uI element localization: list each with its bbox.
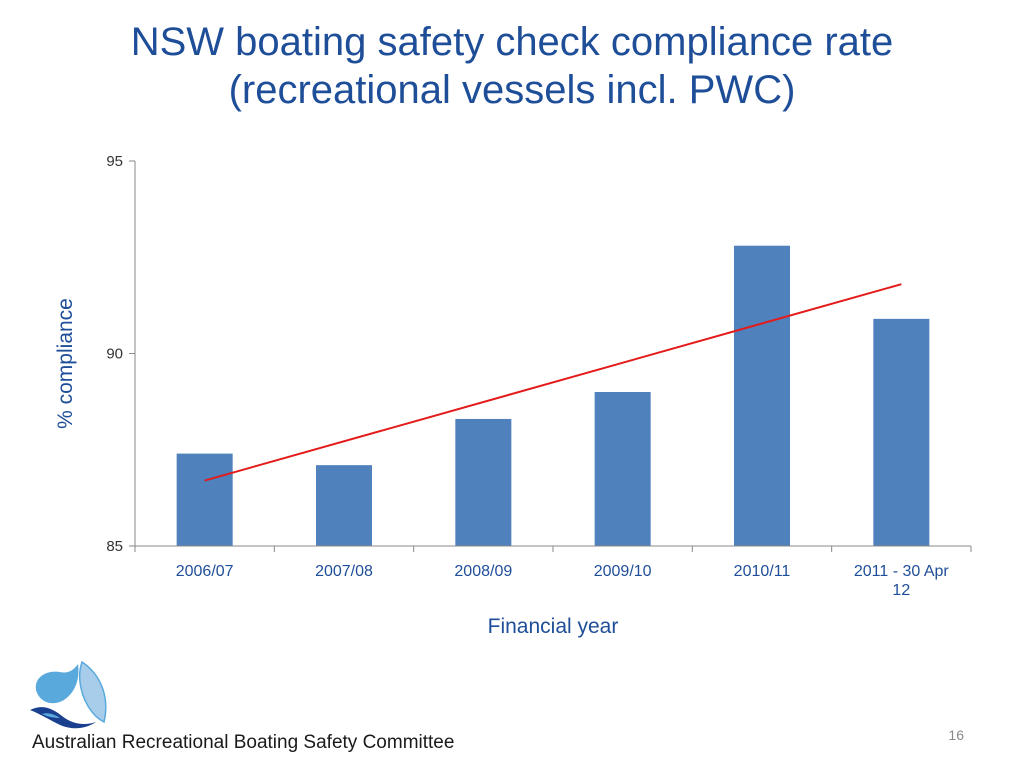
bar-1 [316,465,372,546]
slide-title: NSW boating safety check compliance rate… [0,18,1024,114]
slide-title-line-1: NSW boating safety check compliance rate [130,20,894,64]
y-tick-label-2: 95 [106,153,123,170]
arbsc-logo-icon [30,660,107,729]
x-tick-label-0-line-0: 2006/07 [176,563,234,580]
trendline [204,283,902,482]
x-tick-label-5-line-1: 12 [892,582,910,599]
footer-organisation-name: Australian Recreational Boating Safety C… [32,732,455,753]
compliance-bar-chart: 85 90 95 2006/07 2007/08 2008/09 2009/10 2010/1… [54,153,972,638]
x-tick-label-0: 2006/07 [176,563,234,580]
bar-4 [734,245,790,546]
x-tick-label-2-line-0: 2008/09 [454,563,512,580]
y-tick-label-1: 90 [106,346,123,363]
x-tick-label-4-line-0: 2010/11 [734,563,791,580]
y-axis-title: % compliance [54,298,77,429]
x-tick-label-2: 2008/09 [454,563,512,580]
bar-5 [873,318,930,546]
x-axis-title: Financial year [488,615,619,638]
x-tick-label-4: 2010/11 [734,563,791,580]
x-tick-label-1-line-0: 2007/08 [315,563,373,580]
x-tick-label-3-line-0: 2009/10 [594,563,652,580]
x-tick-label-1: 2007/08 [315,563,373,580]
bar-0 [176,453,233,546]
slide-title-line-2: (recreational vessels incl. PWC) [228,68,796,112]
bar-2 [455,418,512,546]
page-number: 16 [948,727,964,743]
x-tick-label-3: 2009/10 [594,563,652,580]
x-tick-label-5-line-0: 2011 - 30 Apr [854,563,950,580]
x-tick-label-5: 2011 - 30 Apr 12 [854,563,950,599]
y-tick-label-0: 85 [106,538,123,555]
bar-3 [594,392,651,546]
